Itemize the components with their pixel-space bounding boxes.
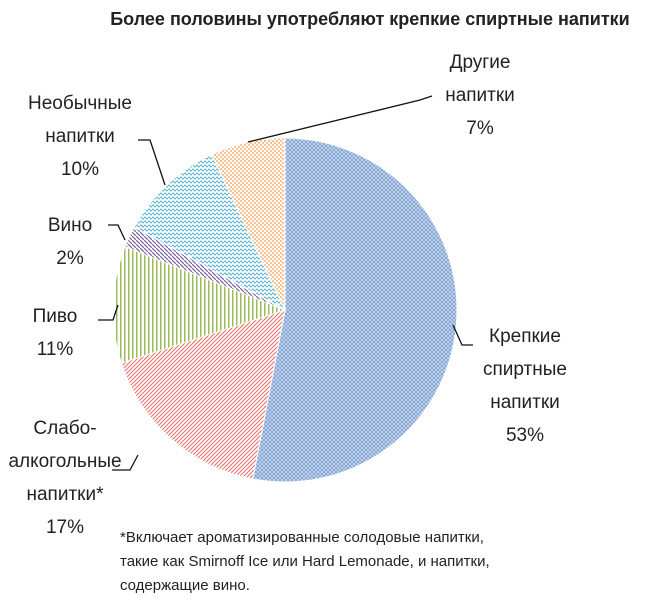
- category-label: Слабо-алкогольные напитки*: [8, 418, 122, 505]
- value-label: 11%: [36, 339, 74, 360]
- category-label: Вино: [47, 215, 93, 236]
- slice-label: Слабо-алкогольные напитки* 17%: [0, 412, 130, 544]
- footnote: *Включает ароматизированные солодовые на…: [120, 529, 490, 594]
- leader-line: [138, 139, 166, 186]
- pie-slice: [252, 137, 458, 483]
- category-label: Пиво: [32, 306, 78, 327]
- value-label: 10%: [60, 159, 100, 180]
- leader-line: [108, 224, 126, 241]
- leader-line: [247, 95, 433, 143]
- category-label: Необычные напитки: [27, 93, 132, 147]
- value-label: 53%: [505, 425, 545, 446]
- pie-slice: [133, 153, 287, 312]
- slice-label: Необычные напитки 10%: [10, 87, 150, 186]
- leader-line: [452, 324, 473, 346]
- value-label: 7%: [466, 118, 494, 139]
- value-label: 2%: [56, 248, 84, 269]
- slice-label: Крепкие спиртные напитки 53%: [455, 320, 595, 452]
- category-label: Другие напитки: [445, 52, 515, 106]
- pie-slice: [112, 246, 287, 364]
- category-label: Крепкие спиртные напитки: [483, 326, 567, 413]
- slice-label: Другие напитки 7%: [420, 46, 540, 145]
- value-label: 17%: [45, 517, 85, 538]
- slice-label: Вино 2%: [30, 209, 110, 275]
- leader-line: [98, 304, 119, 321]
- leader-line: [112, 454, 139, 471]
- chart-title: Более половины употребляют крепкие спирт…: [110, 9, 630, 29]
- pie-slice: [120, 309, 286, 480]
- slice-label: Пиво 11%: [10, 300, 100, 366]
- pie-slice: [211, 137, 286, 311]
